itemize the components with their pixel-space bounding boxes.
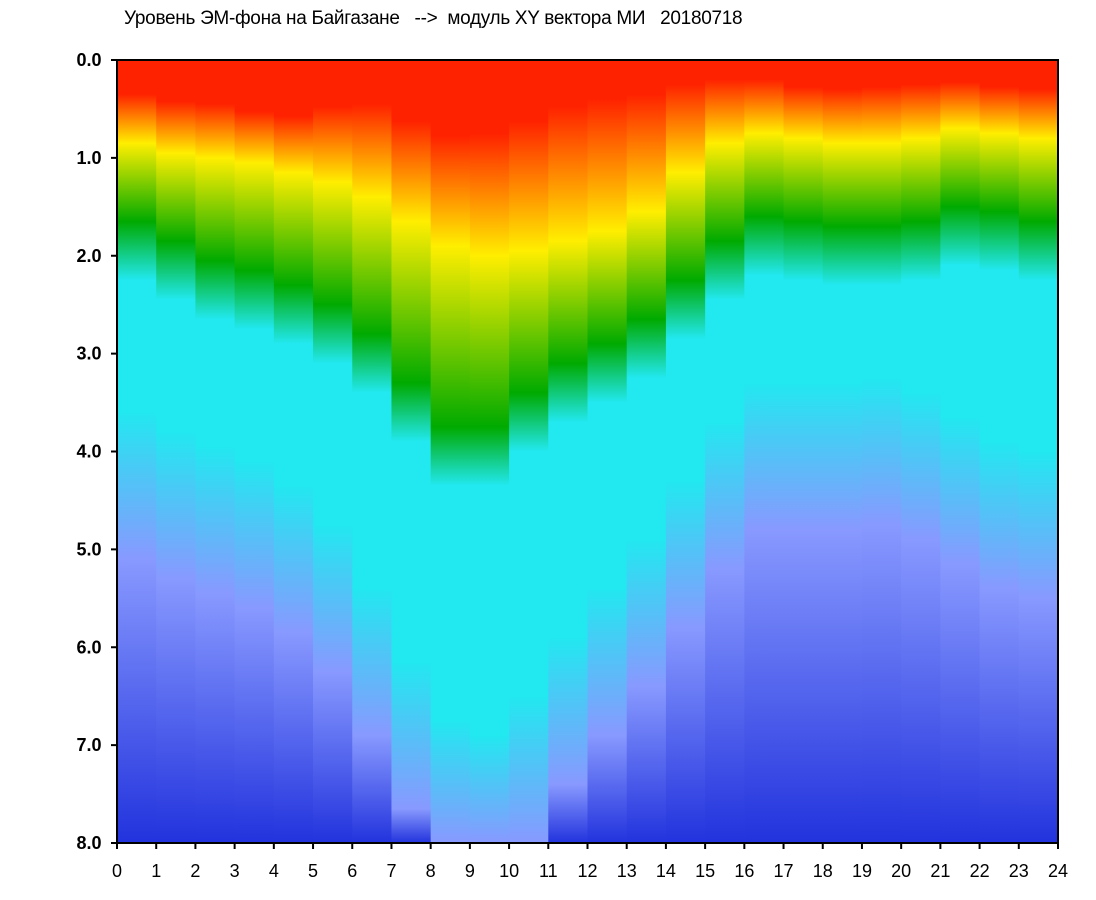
x-tick-label: 6: [347, 861, 357, 881]
x-tick-label: 24: [1048, 861, 1068, 881]
y-tick-label: 3.0: [76, 344, 101, 364]
y-tick-label: 4.0: [76, 442, 101, 462]
x-tick-label: 13: [617, 861, 637, 881]
heatmap-column: [273, 60, 314, 843]
y-axis: 0.0 1.0 2.0 3.0 4.0 5.0 6.0 7.0 8.0: [76, 50, 117, 853]
heatmap-column: [665, 60, 706, 843]
heatmap-column: [940, 60, 981, 843]
x-tick-label: 15: [695, 861, 715, 881]
x-tick-label: 23: [1009, 861, 1029, 881]
x-tick-label: 18: [813, 861, 833, 881]
x-tick-label: 11: [539, 861, 558, 881]
y-tick-label: 0.0: [76, 50, 101, 70]
y-tick-label: 2.0: [76, 246, 101, 266]
heatmap-column: [391, 60, 432, 843]
heatmap-column: [430, 60, 471, 843]
heatmap-column: [626, 60, 667, 843]
y-tick-label: 8.0: [76, 833, 101, 853]
x-tick-label: 9: [465, 861, 475, 881]
x-tick-label: 7: [386, 861, 396, 881]
x-tick-label: 17: [774, 861, 794, 881]
plot-area: [117, 60, 1059, 843]
heatmap-column: [195, 60, 236, 843]
x-tick-label: 3: [230, 861, 240, 881]
heatmap-column: [861, 60, 902, 843]
x-tick-label: 8: [426, 861, 436, 881]
heatmap-column: [117, 60, 157, 843]
heatmap-column: [705, 60, 745, 843]
heatmap-column: [783, 60, 824, 843]
heatmap-column: [744, 60, 785, 843]
heatmap-column: [156, 60, 196, 843]
x-tick-label: 16: [734, 861, 754, 881]
x-tick-label: 22: [970, 861, 990, 881]
heatmap-column: [469, 60, 510, 843]
x-axis: 0 1 2 3 4 5 6 7 8 9 10 11 12 13 14 15 16 17 18 19 20 21 22 23 24: [112, 843, 1068, 881]
x-tick-label: 0: [112, 861, 122, 881]
heatmap-column: [979, 60, 1020, 843]
x-tick-label: 12: [577, 861, 597, 881]
heatmap-column: [234, 60, 275, 843]
x-tick-label: 14: [656, 861, 676, 881]
chart-title: Уровень ЭМ-фона на Байгазане --> модуль …: [124, 8, 743, 29]
y-tick-label: 1.0: [76, 148, 101, 168]
heatmap-column: [548, 60, 588, 843]
heatmap-column: [509, 60, 549, 843]
x-tick-label: 4: [269, 861, 279, 881]
y-tick-label: 5.0: [76, 539, 101, 559]
heatmap-column: [352, 60, 392, 843]
x-tick-label: 20: [891, 861, 911, 881]
x-tick-label: 2: [190, 861, 200, 881]
x-tick-label: 1: [151, 861, 161, 881]
y-tick-label: 7.0: [76, 735, 101, 755]
y-tick-label: 6.0: [76, 637, 101, 657]
x-tick-label: 10: [499, 861, 519, 881]
heatmap-column: [822, 60, 863, 843]
heatmap-column: [901, 60, 941, 843]
heatmap-column: [587, 60, 628, 843]
heatmap-column: [313, 60, 353, 843]
x-tick-label: 19: [852, 861, 872, 881]
x-tick-label: 5: [308, 861, 318, 881]
heatmap-column: [1018, 60, 1059, 843]
x-tick-label: 21: [930, 861, 950, 881]
